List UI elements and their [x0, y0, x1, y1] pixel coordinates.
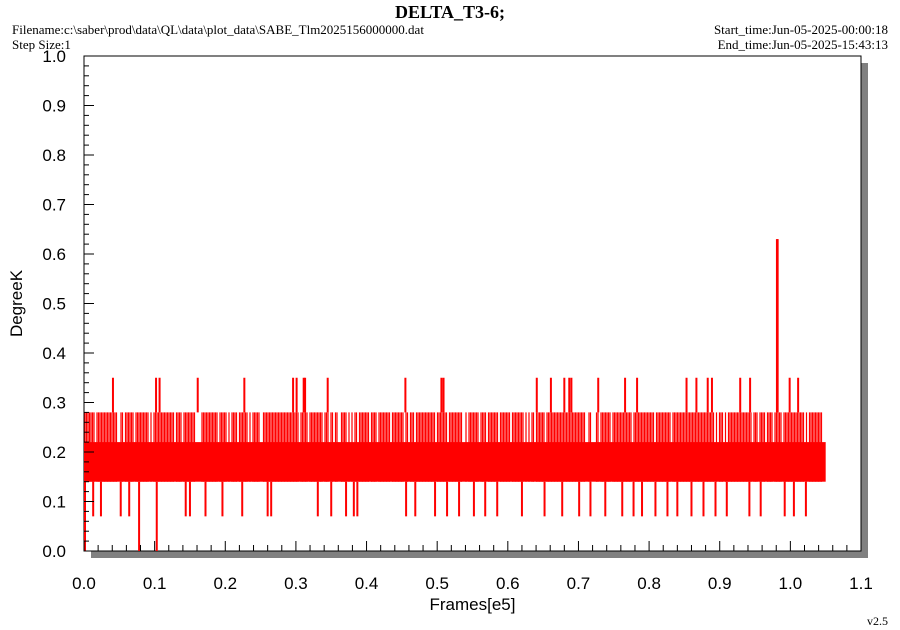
- x-tick-label: 0.8: [637, 574, 661, 593]
- x-tick-label: 0.9: [708, 574, 732, 593]
- y-tick-label: 0.1: [42, 493, 66, 512]
- y-axis-label: DegreeK: [7, 269, 26, 337]
- y-tick-label: 0.9: [42, 97, 66, 116]
- series-comb: [84, 412, 823, 482]
- x-tick-label: 0.0: [72, 574, 96, 593]
- filename-label: Filename:c:\saber\prod\data\QL\data\plot…: [12, 22, 424, 37]
- y-tick-label: 0.5: [42, 295, 66, 314]
- chart-title: DELTA_T3-6;: [394, 2, 506, 22]
- x-tick-label: 1.1: [849, 574, 873, 593]
- x-tick-label: 0.1: [143, 574, 167, 593]
- y-tick-label: 0.7: [42, 196, 66, 215]
- series-line: [84, 239, 826, 551]
- step-size-label: Step Size:1: [12, 37, 71, 52]
- axis-ticks: 0.0 0.1 0.2 0.3 0.4 0.5 0.6 0.7 0.8 0.9 1.0 0.0 0.1 0…: [42, 47, 872, 593]
- x-tick-label: 0.2: [213, 574, 237, 593]
- y-tick-label: 0.8: [42, 146, 66, 165]
- x-tick-label: 0.4: [355, 574, 379, 593]
- series-band: [84, 442, 826, 482]
- y-tick-label: 0.4: [42, 344, 66, 363]
- x-axis-label: Frames[e5]: [430, 595, 516, 614]
- x-tick-label: 0.6: [496, 574, 520, 593]
- x-tick-label: 0.7: [567, 574, 591, 593]
- version-label: v2.5: [867, 614, 888, 628]
- end-time-label: End_time:Jun-05-2025-15:43:13: [717, 37, 888, 52]
- y-tick-label: 0.2: [42, 443, 66, 462]
- y-tick-label: 0.3: [42, 394, 66, 413]
- y-tick-label: 1.0: [42, 47, 66, 66]
- x-tick-label: 0.5: [425, 574, 449, 593]
- y-tick-label: 0.6: [42, 245, 66, 264]
- x-tick-label: 0.3: [284, 574, 308, 593]
- y-tick-label: 0.0: [42, 542, 66, 561]
- start-time-label: Start_time:Jun-05-2025-00:00:18: [713, 22, 888, 37]
- x-tick-label: 1.0: [779, 574, 803, 593]
